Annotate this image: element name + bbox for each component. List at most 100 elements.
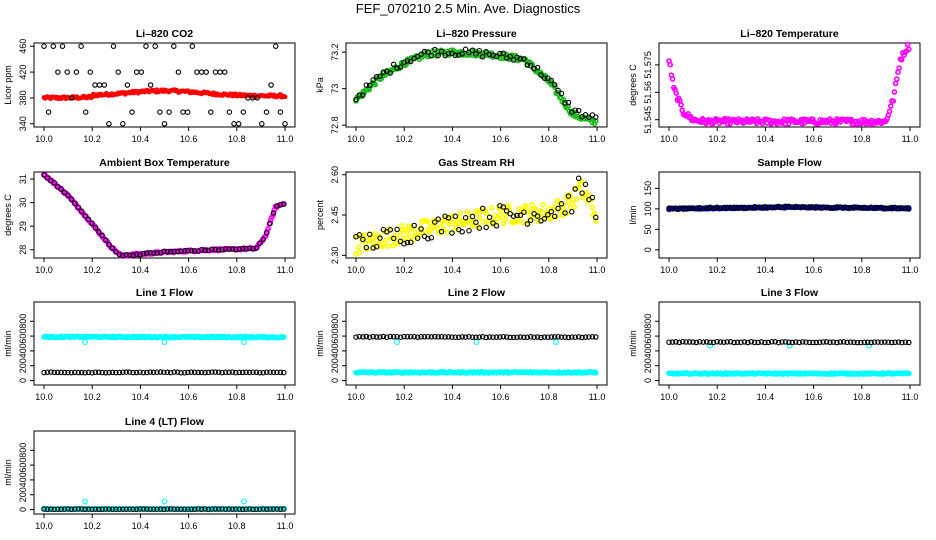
data-point [521,334,527,341]
data-point [892,339,898,346]
data-point [892,80,899,87]
data-point [205,506,212,513]
data-point [816,204,823,211]
data-point [124,82,131,88]
data-point [456,52,462,58]
data-point [233,369,239,376]
data-point [102,506,109,512]
data-point [202,369,208,376]
data-point [92,82,98,88]
data-point [693,205,700,212]
data-point [690,205,696,212]
data-point [445,334,452,340]
data-point [810,204,816,211]
series-rh [353,178,599,257]
x-tick-label: 10.8 [540,265,558,275]
data-point [493,334,500,340]
data-point [167,249,174,255]
data-point [538,334,544,341]
data-point [545,334,551,340]
data-point [895,339,902,345]
data-point [282,94,288,100]
data-point [96,506,102,513]
data-point [745,339,751,346]
data-point [579,190,585,196]
data-point [854,339,861,346]
data-point [253,506,260,512]
data-point [503,334,510,340]
data-point [253,245,260,251]
x-tick-label: 10.6 [492,134,510,144]
data-point [219,246,225,253]
data-point [503,216,509,223]
data-point [212,369,219,375]
data-point [806,339,813,346]
y-axis-label: degrees C [3,194,13,236]
data-point [492,212,498,219]
data-point [779,339,785,345]
data-point [575,334,582,340]
data-point [181,369,188,376]
data-point [519,220,526,226]
data-point [157,369,164,375]
panel-title: Line 1 Flow [136,287,194,299]
data-point [51,506,58,513]
data-point [147,506,153,512]
data-point [476,334,483,340]
data-point [147,250,153,256]
data-point [380,333,387,340]
data-point [734,204,741,211]
data-point [387,227,394,233]
data-point [61,189,68,196]
data-point [120,369,126,375]
data-point [110,43,117,49]
data-point [589,204,596,210]
x-tick-label: 10.6 [492,392,510,402]
data-point [387,333,394,340]
data-point [106,506,112,512]
data-point [353,96,359,103]
series-line-3-flow-a- [666,342,912,377]
y-tick-label: 0 [643,378,653,383]
data-point [425,49,431,55]
x-tick-label: 10.6 [180,521,198,531]
data-point [270,210,277,216]
data-point [101,82,108,88]
series-li-820-co2-other- [41,43,288,127]
x-tick-label: 11.0 [277,265,294,275]
data-point [534,334,541,340]
series-ambient-temperature [41,171,287,259]
data-point [457,210,464,216]
x-tick-label: 10.8 [228,134,246,144]
data-point [782,203,789,210]
x-tick-label: 11.0 [902,134,919,144]
x-tick-label: 10.6 [492,265,510,275]
data-point [157,506,164,512]
data-point [250,506,256,513]
data-point [676,339,683,346]
data-point [411,333,417,340]
data-point [373,334,380,340]
data-point [99,506,105,513]
data-point [401,240,407,247]
data-point [762,203,768,210]
data-point [758,204,765,211]
data-point [755,204,761,211]
data-point [475,223,482,230]
data-point [810,339,816,346]
data-point [569,334,575,340]
data-point [372,230,379,237]
x-tick-label: 10.2 [708,265,726,275]
data-point [517,56,524,62]
data-point [758,339,765,345]
plot-frame [345,42,608,128]
data-point [714,204,720,210]
data-point [239,506,246,513]
data-point [390,334,397,340]
plot-frame [658,171,921,259]
data-point [89,506,95,513]
x-tick-label: 10.4 [132,392,150,402]
data-point [147,369,153,375]
data-point [858,339,864,346]
